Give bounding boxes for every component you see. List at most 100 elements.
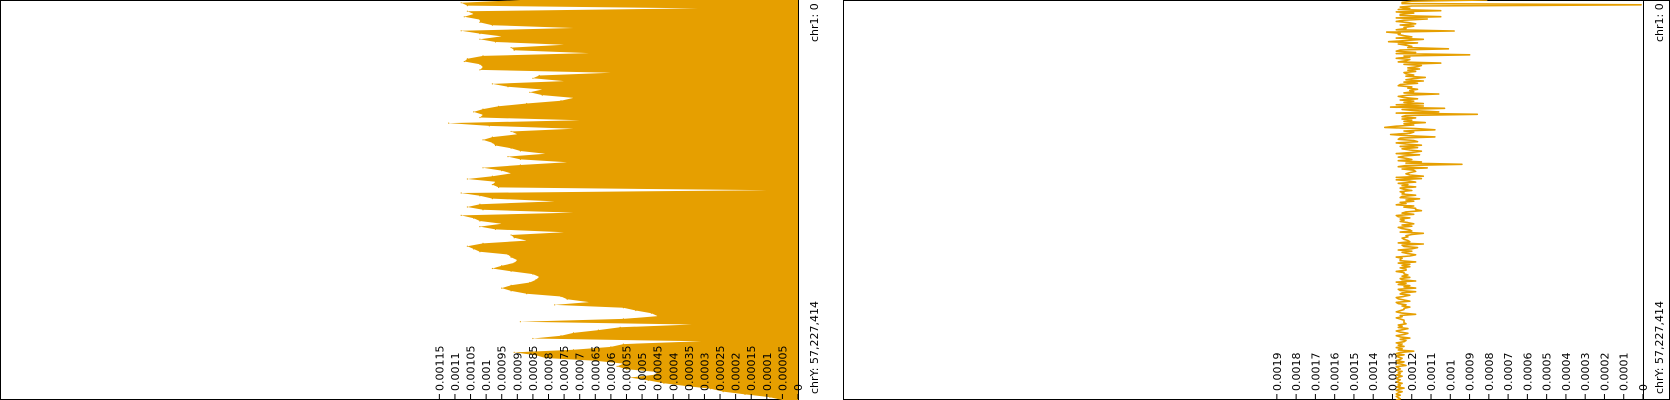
data-point: [1395, 17, 1397, 19]
data-point: [1403, 308, 1405, 311]
data-point: [1440, 62, 1442, 64]
data-point: [1395, 50, 1397, 52]
data-point: [1415, 170, 1417, 172]
tick-label: 0.0003: [698, 353, 711, 392]
data-point: [1422, 105, 1424, 107]
data-point: [526, 293, 528, 295]
tick-label: 0.0009: [511, 353, 524, 392]
data-point: [1420, 150, 1422, 152]
data-point: [1407, 22, 1409, 24]
data-point: [519, 164, 522, 166]
data-point: [1397, 283, 1399, 286]
data-point: [1409, 337, 1411, 339]
data-point: [1411, 36, 1413, 38]
data-point: [507, 86, 509, 88]
data-point: [1395, 301, 1397, 303]
data-point: [482, 55, 484, 57]
data-point: [1386, 31, 1388, 33]
data-point: [1403, 192, 1405, 194]
data-point: [1405, 162, 1407, 164]
data-point: [538, 276, 540, 278]
data-point: [482, 209, 484, 211]
data-point: [1413, 74, 1415, 76]
data-point: [1422, 38, 1424, 40]
data-point: [1416, 88, 1419, 90]
tick-label: 0.0009: [1464, 353, 1477, 392]
data-point: [1401, 244, 1403, 246]
data-point: [1640, 4, 1642, 6]
data-point: [1399, 267, 1401, 269]
data-point: [1399, 314, 1401, 317]
area-chart-panel: 00.000050.00010.000150.00020.000250.0003…: [0, 0, 821, 400]
tick-label: 0.0011: [1425, 353, 1438, 392]
data-point: [1476, 113, 1478, 115]
data-point: [1407, 274, 1409, 276]
data-point: [1405, 235, 1407, 237]
tick-label: 0.00005: [776, 346, 789, 392]
data-point: [1397, 156, 1399, 158]
data-point: [1413, 131, 1415, 133]
data-point: [1416, 247, 1419, 249]
data-point: [1399, 385, 1401, 387]
data-point: [1407, 239, 1409, 242]
data-point: [1403, 63, 1405, 65]
data-point: [479, 21, 481, 23]
data-point: [1407, 236, 1409, 238]
data-point: [1401, 292, 1403, 294]
data-point: [491, 136, 493, 138]
data-point: [1411, 45, 1413, 48]
data-point: [1401, 348, 1403, 350]
data-point: [1407, 332, 1409, 334]
data-point: [479, 33, 481, 35]
data-point: [1415, 313, 1417, 315]
tick-label: 0.0007: [1502, 353, 1515, 392]
tick-layer: 00.000050.00010.000150.00020.000250.0003…: [433, 346, 805, 399]
tick-label: 0.0005: [1541, 353, 1554, 392]
data-point: [1403, 92, 1405, 94]
data-point: [1415, 117, 1417, 119]
data-point: [516, 133, 518, 135]
data-point: [1403, 319, 1405, 321]
data-point: [1395, 29, 1397, 31]
data-point: [1399, 368, 1401, 370]
data-point: [1486, 0, 1488, 1]
data-point: [1405, 157, 1407, 159]
data-point: [1413, 205, 1415, 207]
data-point: [622, 307, 625, 309]
data-point: [1401, 257, 1403, 259]
data-point: [491, 267, 493, 270]
data-point: [1397, 166, 1399, 168]
tick-label: 0.0018: [1290, 353, 1303, 392]
data-point: [657, 315, 659, 317]
data-point: [1413, 213, 1415, 215]
data-point: [466, 206, 468, 208]
data-point: [1409, 255, 1411, 257]
tick-label: 0.00015: [745, 346, 758, 392]
data-point: [516, 259, 518, 261]
data-point: [635, 309, 637, 312]
data-point: [1415, 287, 1417, 289]
data-point: [1409, 172, 1411, 174]
data-point: [1422, 80, 1424, 82]
data-point: [544, 153, 547, 155]
data-point: [473, 13, 475, 15]
data-point: [1401, 237, 1403, 239]
data-point: [1416, 98, 1419, 100]
data-point: [1395, 355, 1397, 357]
data-point: [1405, 28, 1407, 30]
data-point: [1390, 133, 1392, 136]
data-point: [1424, 122, 1426, 124]
data-point: [1438, 93, 1440, 95]
data-point: [1399, 187, 1401, 189]
data-point: [482, 114, 484, 116]
data-point: [588, 301, 590, 303]
data-point: [519, 158, 522, 160]
data-point: [566, 161, 568, 163]
data-point: [1403, 206, 1405, 208]
data-point: [535, 354, 537, 356]
data-point: [1405, 203, 1407, 205]
data-point: [1413, 200, 1415, 202]
data-point: [479, 19, 481, 21]
data-point: [482, 167, 484, 169]
